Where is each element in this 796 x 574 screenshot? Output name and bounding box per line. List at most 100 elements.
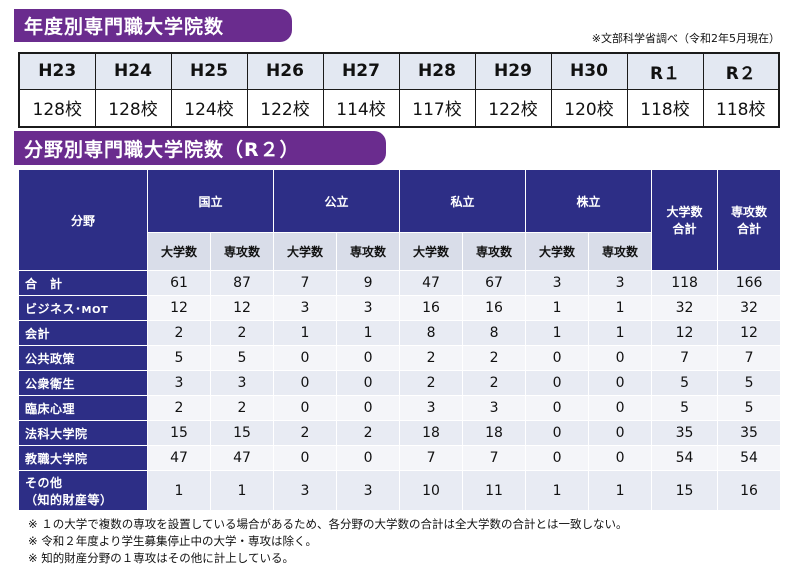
value-cell: 0	[336, 395, 401, 421]
header-private: 私立	[399, 169, 527, 233]
value-cell: 3	[399, 395, 464, 421]
section-title-by-field: 分野別専門職大学院数（R２）	[14, 131, 386, 165]
year-header-cell: H29	[474, 52, 552, 90]
year-count-cell: 128校	[18, 88, 96, 128]
value-cell: 7	[273, 270, 338, 296]
value-cell: 11	[462, 470, 527, 511]
value-cell: 2	[462, 345, 527, 371]
year-table: H23 H24 H25 H26 H27 H28 H29 H30 R１ R２ 128校 128校 124…	[18, 52, 780, 128]
year-header-cell: H26	[246, 52, 324, 90]
subheader-major-count: 専攻数	[336, 232, 401, 271]
year-header-cell: H24	[94, 52, 172, 90]
row-label: ビジネス･MOT	[18, 295, 148, 321]
subheader-major-count: 専攻数	[588, 232, 653, 271]
header-public: 公立	[273, 169, 401, 233]
value-cell: 1	[588, 320, 653, 346]
row-label: 会計	[18, 320, 148, 346]
row-label: 臨床心理	[18, 395, 148, 421]
header-total-major-line1: 専攻数	[731, 205, 768, 219]
subheader-univ-count: 大学数	[525, 232, 590, 271]
value-cell: 2	[147, 320, 211, 346]
row-label: 法科大学院	[18, 420, 148, 446]
value-cell: 3	[336, 295, 401, 321]
table-row: その他 （知的財産等） 1 1 3 3 10 11 1 1 15 16	[18, 470, 782, 511]
value-cell: 12	[717, 320, 782, 346]
header-national: 国立	[146, 169, 275, 233]
row-label-text: 臨床心理	[25, 401, 76, 416]
header-total-univ: 大学数 合計	[651, 169, 719, 271]
value-cell: 0	[525, 445, 590, 471]
value-cell: 118	[651, 270, 719, 296]
section-title-by-year: 年度別専門職大学院数	[14, 9, 292, 42]
table-row: 公衆衛生 3 3 0 0 2 2 0 0 5 5	[18, 370, 782, 396]
year-header-row: H23 H24 H25 H26 H27 H28 H29 H30 R１ R２	[18, 52, 780, 90]
value-cell: 12	[651, 320, 719, 346]
value-cell: 9	[336, 270, 401, 296]
table-row: 教職大学院 47 47 0 0 7 7 0 0 54 54	[18, 445, 782, 471]
year-header-cell: H23	[18, 52, 96, 90]
value-cell: 87	[209, 270, 275, 296]
value-cell: 2	[399, 370, 464, 396]
value-cell: 0	[273, 345, 338, 371]
value-cell: 7	[462, 445, 527, 471]
value-cell: 12	[147, 295, 211, 321]
value-cell: 7	[651, 345, 719, 371]
header-total-univ-line1: 大学数	[666, 205, 703, 219]
value-cell: 3	[336, 470, 401, 511]
value-cell: 5	[209, 345, 275, 371]
value-cell: 15	[209, 420, 275, 446]
value-cell: 0	[336, 345, 401, 371]
year-value-row: 128校 128校 124校 122校 114校 117校 122校 120校 118校 118校	[18, 88, 780, 128]
table-row: 公共政策 5 5 0 0 2 2 0 0 7 7	[18, 345, 782, 371]
value-cell: 35	[651, 420, 719, 446]
table-row: 合 計 61 87 7 9 47 67 3 3 118 166	[18, 270, 782, 296]
value-cell: 2	[209, 320, 275, 346]
table-row: 法科大学院 15 15 2 2 18 18 0 0 35 35	[18, 420, 782, 446]
subheader-major-count: 専攻数	[462, 232, 527, 271]
footnote-2: ※ 令和２年度より学生募集停止中の大学・専攻は除く。	[28, 534, 318, 548]
value-cell: 1	[525, 320, 590, 346]
row-label-text: 合 計	[25, 276, 63, 291]
row-label: 公共政策	[18, 345, 148, 371]
value-cell: 2	[336, 420, 401, 446]
value-cell: 35	[717, 420, 782, 446]
year-count-cell: 122校	[474, 88, 552, 128]
subheader-major-count: 専攻数	[209, 232, 275, 271]
row-label-text: 公衆衛生	[25, 376, 76, 391]
year-count-cell: 114校	[322, 88, 400, 128]
value-cell: 0	[525, 345, 590, 371]
subheader-univ-count: 大学数	[147, 232, 211, 271]
value-cell: 5	[651, 370, 719, 396]
table-row: ビジネス･MOT 12 12 3 3 16 16 1 1 32 32	[18, 295, 782, 321]
row-label-text: その他	[25, 475, 63, 490]
value-cell: 2	[209, 395, 275, 421]
value-cell: 8	[399, 320, 464, 346]
row-label-small: MOT	[81, 304, 109, 316]
value-cell: 0	[525, 420, 590, 446]
value-cell: 1	[336, 320, 401, 346]
subheader-univ-count: 大学数	[273, 232, 338, 271]
value-cell: 0	[588, 395, 653, 421]
value-cell: 0	[525, 370, 590, 396]
value-cell: 5	[651, 395, 719, 421]
value-cell: 2	[399, 345, 464, 371]
value-cell: 5	[147, 345, 211, 371]
value-cell: 32	[651, 295, 719, 321]
value-cell: 1	[273, 320, 338, 346]
value-cell: 16	[399, 295, 464, 321]
value-cell: 54	[717, 445, 782, 471]
value-cell: 18	[462, 420, 527, 446]
value-cell: 0	[336, 445, 401, 471]
row-label-text: 法科大学院	[25, 426, 88, 441]
value-cell: 1	[588, 295, 653, 321]
subheader-univ-count: 大学数	[399, 232, 464, 271]
table-row: 臨床心理 2 2 0 0 3 3 0 0 5 5	[18, 395, 782, 421]
value-cell: 2	[147, 395, 211, 421]
value-cell: 3	[273, 295, 338, 321]
value-cell: 7	[717, 345, 782, 371]
value-cell: 15	[147, 420, 211, 446]
value-cell: 0	[273, 395, 338, 421]
value-cell: 3	[273, 470, 338, 511]
value-cell: 3	[147, 370, 211, 396]
value-cell: 3	[525, 270, 590, 296]
